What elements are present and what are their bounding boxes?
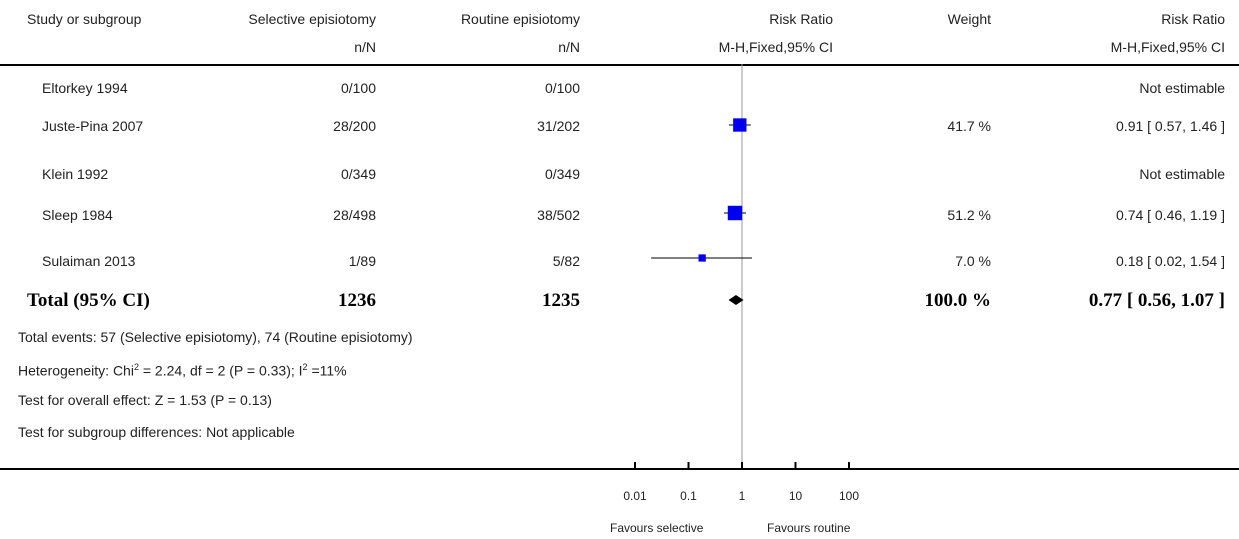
axis-tick-label: 1 — [738, 489, 746, 503]
study-name: Klein 1992 — [42, 166, 109, 182]
overall-effect-note: Test for overall effect: Z = 1.53 (P = 0… — [18, 392, 272, 408]
routine-events: 0/100 — [544, 80, 580, 96]
routine-events: 5/82 — [552, 253, 580, 269]
header-risk-ratio-ci: Risk Ratio — [1161, 11, 1225, 27]
selective-events: 28/498 — [333, 207, 376, 223]
total-label: Total (95% CI) — [27, 290, 150, 311]
routine-events: 31/202 — [537, 118, 580, 134]
study-ci-text: 0.18 [ 0.02, 1.54 ] — [1116, 253, 1225, 269]
study-weight: 7.0 % — [955, 253, 991, 269]
selective-events: 28/200 — [333, 118, 376, 134]
header-weight: Weight — [947, 11, 991, 27]
study-weight-square — [727, 205, 743, 221]
total-events-note: Total events: 57 (Selective episiotomy),… — [18, 329, 413, 345]
routine-events: 0/349 — [544, 166, 580, 182]
study-weight: 41.7 % — [947, 118, 991, 134]
study-ci-text: Not estimable — [1139, 166, 1225, 182]
subheader-selective: n/N — [354, 39, 376, 55]
heterogeneity-note: Heterogeneity: Chi2 = 2.24, df = 2 (P = … — [18, 362, 347, 379]
selective-events: 1/89 — [348, 253, 376, 269]
study-name: Sleep 1984 — [42, 207, 113, 223]
selective-events: 0/349 — [340, 166, 376, 182]
header-risk-ratio: Risk Ratio — [769, 11, 833, 27]
header-divider — [0, 64, 1239, 66]
subheader-routine: n/N — [558, 39, 580, 55]
header-routine: Routine episiotomy — [460, 11, 580, 27]
study-name: Eltorkey 1994 — [42, 80, 128, 96]
axis-tick-label: 0.1 — [680, 489, 697, 503]
study-ci-text: Not estimable — [1139, 80, 1225, 96]
study-name: Juste-Pina 2007 — [42, 118, 144, 134]
total-ci-text: 0.77 [ 0.56, 1.07 ] — [1088, 290, 1225, 311]
header-selective: Selective episiotomy — [248, 11, 376, 27]
total-selective: 1236 — [338, 290, 376, 311]
routine-events: 38/502 — [537, 207, 580, 223]
study-ci-text: 0.74 [ 0.46, 1.19 ] — [1116, 207, 1225, 223]
axis-tick-label: 10 — [788, 489, 803, 503]
study-name: Sulaiman 2013 — [42, 253, 136, 269]
header-study: Study or subgroup — [27, 11, 142, 27]
selective-events: 0/100 — [340, 80, 376, 96]
axis-tick-label: 0.01 — [623, 489, 647, 503]
study-weight-square — [698, 254, 706, 262]
subheader-risk-ratio: M-H,Fixed,95% CI — [718, 39, 833, 55]
study-weight: 51.2 % — [947, 207, 991, 223]
study-ci-text: 0.91 [ 0.57, 1.46 ] — [1116, 118, 1225, 134]
subheader-risk-ratio-ci: M-H,Fixed,95% CI — [1110, 39, 1225, 55]
total-weight: 100.0 % — [924, 290, 992, 311]
footer-divider — [0, 468, 1239, 470]
subgroup-diff-note: Test for subgroup differences: Not appli… — [18, 424, 295, 440]
total-diamond — [728, 295, 744, 305]
favours-right-label: Favours routine — [767, 521, 851, 535]
axis-tick-label: 100 — [838, 489, 860, 503]
study-weight-square — [733, 118, 747, 132]
total-routine: 1235 — [542, 290, 580, 311]
favours-left-label: Favours selective — [610, 521, 704, 535]
